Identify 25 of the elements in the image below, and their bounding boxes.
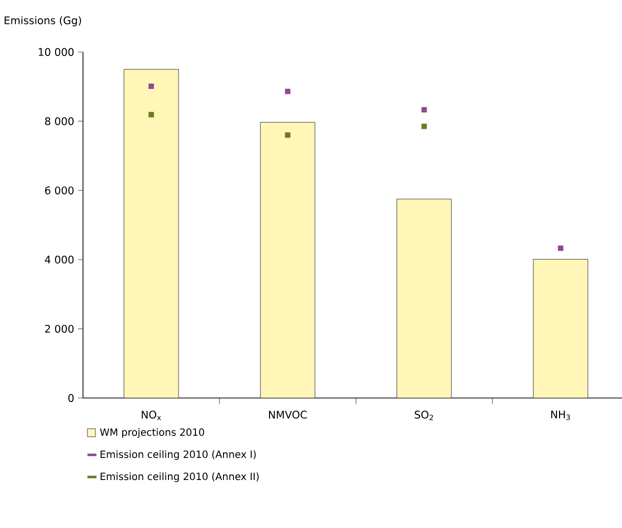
point: [284, 88, 290, 94]
bar: [260, 122, 316, 398]
point: [148, 112, 154, 118]
bar: [124, 69, 179, 398]
y-tick-label: 6 000: [45, 186, 74, 194]
point: [558, 245, 564, 251]
bar: [396, 198, 452, 398]
x-tick-label: NO$_{x}$: [142, 410, 161, 420]
x-tick-label: NMVOC: [269, 410, 307, 419]
legend-label: Emission ceiling 2010 (Annex I): [100, 450, 256, 460]
bar: [533, 259, 588, 398]
point: [284, 132, 290, 138]
point: [421, 107, 427, 112]
y-tick-label: 8 000: [45, 117, 74, 126]
point: [148, 84, 154, 89]
point: [421, 124, 427, 130]
y-tick-label: 0: [68, 394, 74, 402]
x-tick-label: SO$_{2}$: [414, 410, 433, 420]
legend-label: Emission ceiling 2010 (Annex II): [100, 472, 259, 482]
x-tick-label: NH$_{3}$: [551, 410, 570, 420]
y-tick-label: 4 000: [44, 256, 74, 264]
y-tick-label: 10 000: [38, 48, 74, 56]
legend-label: WM projections 2010: [100, 428, 204, 438]
y-axis-title: Emissions (Gg): [4, 16, 82, 26]
y-tick-label: 2 000: [45, 324, 74, 333]
